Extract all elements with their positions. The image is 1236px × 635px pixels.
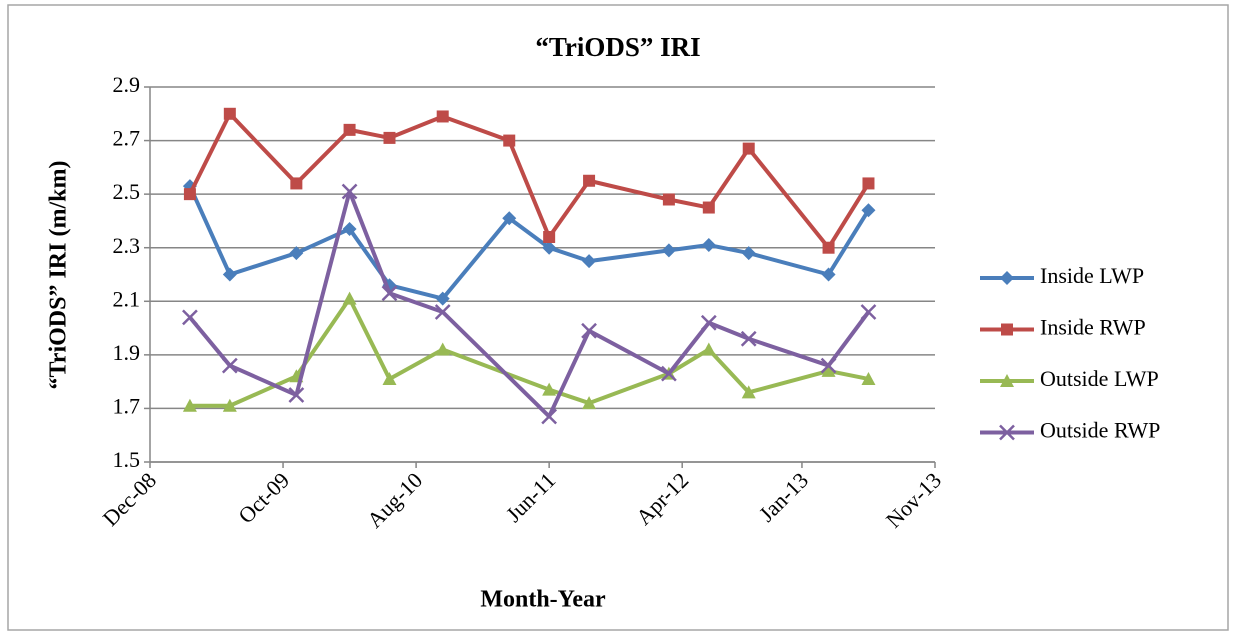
- marker: [342, 291, 357, 305]
- marker: [742, 142, 755, 155]
- y-tick-label: 2.9: [113, 72, 141, 97]
- marker: [435, 342, 450, 356]
- series-line: [188, 185, 871, 301]
- marker: [662, 193, 675, 206]
- marker: [502, 211, 517, 226]
- series-line: [188, 111, 871, 250]
- marker: [700, 314, 717, 331]
- y-tick-label: 1.5: [113, 447, 141, 472]
- marker: [860, 304, 877, 320]
- marker: [342, 221, 357, 236]
- marker: [862, 177, 875, 190]
- marker: [434, 304, 451, 320]
- marker: [1000, 374, 1014, 387]
- marker: [542, 240, 557, 255]
- y-tick-label: 2.3: [113, 233, 141, 258]
- y-axis-title: “TriODS” IRI (m/km): [46, 161, 72, 390]
- marker: [435, 291, 450, 306]
- marker: [542, 382, 557, 396]
- marker: [741, 246, 756, 261]
- marker: [661, 243, 676, 258]
- legend-label: Outside LWP: [1040, 366, 1159, 391]
- marker: [343, 123, 356, 136]
- legend-label: Outside RWP: [1040, 418, 1160, 443]
- marker: [183, 188, 196, 201]
- marker: [999, 424, 1015, 441]
- marker: [288, 387, 305, 403]
- marker: [582, 396, 597, 410]
- marker: [436, 110, 449, 123]
- marker: [820, 357, 837, 374]
- y-tick-label: 2.5: [113, 179, 141, 204]
- marker: [182, 398, 197, 412]
- x-axis-title: Month-Year: [480, 587, 606, 613]
- y-tick-label: 1.7: [113, 393, 141, 418]
- marker: [541, 408, 558, 425]
- marker: [1000, 271, 1014, 285]
- marker: [741, 385, 756, 399]
- marker: [182, 309, 198, 326]
- marker: [861, 371, 876, 385]
- marker: [223, 107, 236, 120]
- marker: [383, 131, 396, 144]
- marker: [581, 322, 597, 339]
- marker: [382, 371, 397, 385]
- marker: [543, 231, 556, 243]
- marker: [381, 285, 398, 302]
- legend-label: Inside RWP: [1040, 315, 1146, 340]
- y-tick-label: 2.1: [113, 286, 141, 311]
- marker: [341, 183, 358, 200]
- marker: [583, 174, 596, 187]
- marker: [740, 330, 757, 347]
- marker: [503, 134, 516, 147]
- marker: [222, 267, 237, 282]
- marker: [289, 246, 304, 261]
- marker: [821, 267, 836, 282]
- y-tick-label: 1.9: [113, 340, 141, 365]
- y-tick-label: 2.7: [113, 126, 141, 151]
- marker: [290, 177, 303, 190]
- marker: [702, 201, 715, 214]
- chart-title: “TriODS” IRI: [535, 32, 700, 62]
- marker: [661, 365, 677, 382]
- marker: [1001, 323, 1013, 336]
- legend-label: Inside LWP: [1040, 263, 1144, 288]
- marker: [582, 254, 597, 269]
- chart-border: [7, 4, 1229, 631]
- marker: [222, 398, 237, 412]
- marker: [221, 357, 238, 374]
- marker: [821, 363, 836, 377]
- marker: [822, 241, 835, 254]
- marker: [701, 342, 716, 356]
- marker: [861, 203, 876, 218]
- marker: [701, 238, 716, 253]
